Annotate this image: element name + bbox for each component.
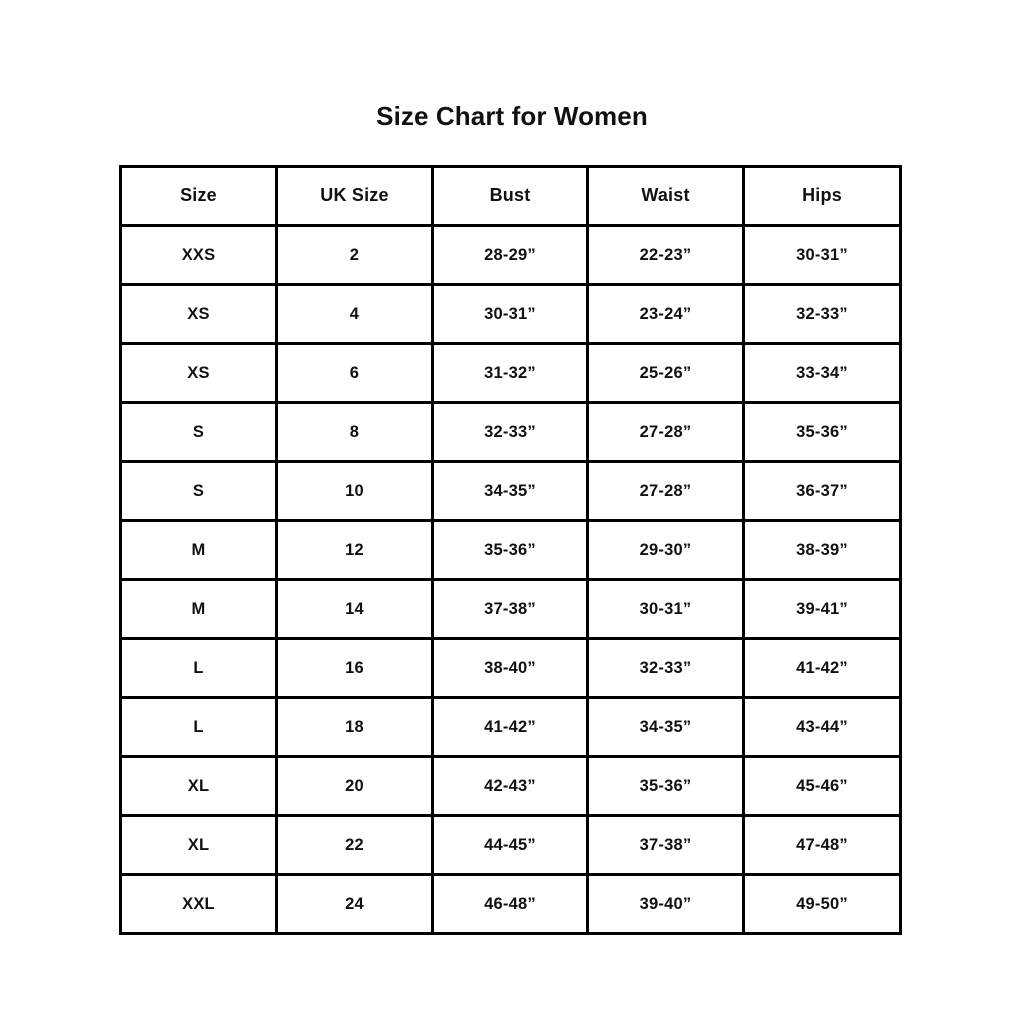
cell-hips: 38-39” <box>742 519 902 581</box>
table-row: XS 4 30-31” 23-24” 32-33” <box>119 283 902 345</box>
table-header: Size UK Size Bust Waist Hips <box>119 165 902 227</box>
cell-waist: 32-33” <box>586 637 745 699</box>
table-row: M 12 35-36” 29-30” 38-39” <box>119 519 902 581</box>
cell-hips: 47-48” <box>742 814 902 876</box>
table-row: XXS 2 28-29” 22-23” 30-31” <box>119 224 902 286</box>
cell-size: L <box>119 637 278 699</box>
cell-size: XL <box>119 814 278 876</box>
cell-waist: 29-30” <box>586 519 745 581</box>
cell-waist: 22-23” <box>586 224 745 286</box>
cell-bust: 38-40” <box>431 637 589 699</box>
cell-waist: 34-35” <box>586 696 745 758</box>
cell-hips: 36-37” <box>742 460 902 522</box>
cell-uk-size: 18 <box>275 696 434 758</box>
cell-size: XXS <box>119 224 278 286</box>
cell-uk-size: 10 <box>275 460 434 522</box>
cell-size: XL <box>119 755 278 817</box>
cell-uk-size: 16 <box>275 637 434 699</box>
cell-size: XS <box>119 342 278 404</box>
cell-waist: 27-28” <box>586 460 745 522</box>
cell-hips: 49-50” <box>742 873 902 935</box>
cell-size: S <box>119 401 278 463</box>
column-header-size: Size <box>119 165 278 227</box>
table-row: S 8 32-33” 27-28” 35-36” <box>119 401 902 463</box>
column-header-waist: Waist <box>586 165 745 227</box>
cell-bust: 28-29” <box>431 224 589 286</box>
cell-uk-size: 14 <box>275 578 434 640</box>
cell-size: M <box>119 578 278 640</box>
table-body: XXS 2 28-29” 22-23” 30-31” XS 4 30-31” 2… <box>119 224 902 935</box>
cell-waist: 23-24” <box>586 283 745 345</box>
cell-hips: 41-42” <box>742 637 902 699</box>
cell-waist: 27-28” <box>586 401 745 463</box>
cell-uk-size: 24 <box>275 873 434 935</box>
size-table-container: Size UK Size Bust Waist Hips XXS 2 28-29… <box>119 165 902 935</box>
cell-uk-size: 6 <box>275 342 434 404</box>
cell-bust: 30-31” <box>431 283 589 345</box>
table-row: XL 22 44-45” 37-38” 47-48” <box>119 814 902 876</box>
cell-bust: 34-35” <box>431 460 589 522</box>
table-row: L 16 38-40” 32-33” 41-42” <box>119 637 902 699</box>
cell-size: L <box>119 696 278 758</box>
cell-waist: 30-31” <box>586 578 745 640</box>
cell-hips: 35-36” <box>742 401 902 463</box>
cell-bust: 31-32” <box>431 342 589 404</box>
column-header-uk-size: UK Size <box>275 165 434 227</box>
page-title: Size Chart for Women <box>376 101 648 131</box>
cell-uk-size: 20 <box>275 755 434 817</box>
cell-hips: 39-41” <box>742 578 902 640</box>
cell-size: XS <box>119 283 278 345</box>
cell-hips: 43-44” <box>742 696 902 758</box>
cell-bust: 46-48” <box>431 873 589 935</box>
size-chart-table: Size UK Size Bust Waist Hips XXS 2 28-29… <box>119 165 902 935</box>
column-header-bust: Bust <box>431 165 589 227</box>
cell-waist: 35-36” <box>586 755 745 817</box>
cell-waist: 39-40” <box>586 873 745 935</box>
cell-uk-size: 2 <box>275 224 434 286</box>
cell-waist: 25-26” <box>586 342 745 404</box>
cell-bust: 42-43” <box>431 755 589 817</box>
column-header-hips: Hips <box>742 165 902 227</box>
cell-size: XXL <box>119 873 278 935</box>
cell-size: M <box>119 519 278 581</box>
cell-uk-size: 22 <box>275 814 434 876</box>
cell-uk-size: 12 <box>275 519 434 581</box>
cell-bust: 32-33” <box>431 401 589 463</box>
table-header-row: Size UK Size Bust Waist Hips <box>119 165 902 227</box>
cell-bust: 41-42” <box>431 696 589 758</box>
table-row: L 18 41-42” 34-35” 43-44” <box>119 696 902 758</box>
cell-uk-size: 8 <box>275 401 434 463</box>
cell-hips: 32-33” <box>742 283 902 345</box>
cell-bust: 44-45” <box>431 814 589 876</box>
cell-hips: 33-34” <box>742 342 902 404</box>
table-row: M 14 37-38” 30-31” 39-41” <box>119 578 902 640</box>
table-row: XXL 24 46-48” 39-40” 49-50” <box>119 873 902 935</box>
table-row: XS 6 31-32” 25-26” 33-34” <box>119 342 902 404</box>
table-row: XL 20 42-43” 35-36” 45-46” <box>119 755 902 817</box>
cell-bust: 37-38” <box>431 578 589 640</box>
cell-size: S <box>119 460 278 522</box>
cell-uk-size: 4 <box>275 283 434 345</box>
table-row: S 10 34-35” 27-28” 36-37” <box>119 460 902 522</box>
cell-waist: 37-38” <box>586 814 745 876</box>
cell-bust: 35-36” <box>431 519 589 581</box>
cell-hips: 45-46” <box>742 755 902 817</box>
cell-hips: 30-31” <box>742 224 902 286</box>
